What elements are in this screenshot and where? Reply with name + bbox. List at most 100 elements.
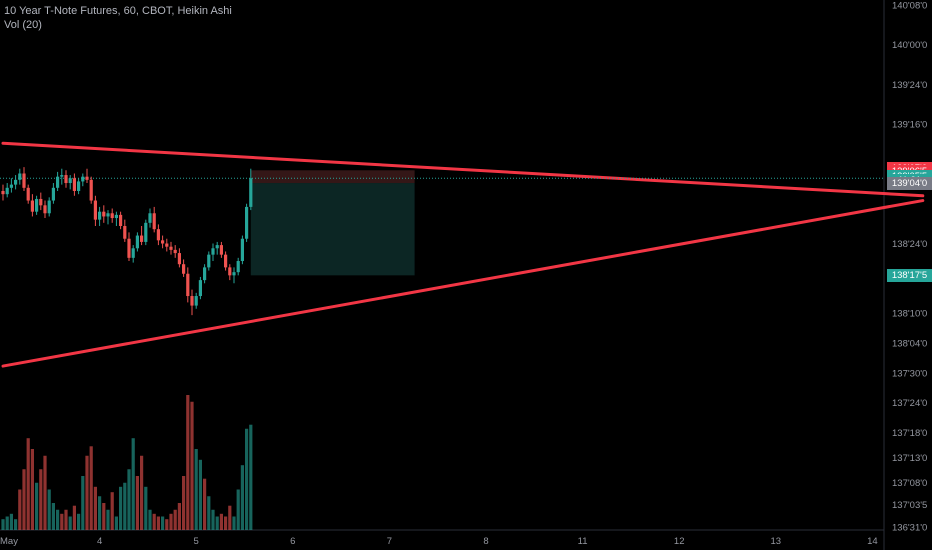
candle bbox=[245, 203, 249, 242]
volume-bar bbox=[22, 469, 26, 530]
candle bbox=[203, 264, 207, 284]
candle bbox=[1, 184, 5, 201]
volume-bar bbox=[203, 478, 207, 530]
volume-bar bbox=[190, 401, 194, 530]
volume-bar bbox=[228, 505, 232, 530]
price-tick-label: 139'16'0 bbox=[892, 120, 927, 131]
candle-body bbox=[156, 229, 160, 241]
volume-bar bbox=[9, 513, 13, 530]
time-tick-label: 12 bbox=[674, 536, 685, 547]
price-tick-label: 137'13'0 bbox=[892, 453, 927, 464]
profit-target-zone bbox=[250, 183, 415, 276]
price-axis[interactable]: 140'08'0 140'00'0 139'24'0 139'16'0 138'24'0… bbox=[892, 0, 927, 533]
candle bbox=[228, 264, 232, 281]
candles bbox=[1, 167, 253, 316]
candle bbox=[127, 232, 131, 262]
candle-body bbox=[207, 254, 211, 268]
position-tool[interactable] bbox=[250, 170, 415, 276]
candle bbox=[140, 226, 144, 246]
price-tag: 139'04'0 bbox=[887, 177, 932, 191]
time-tick-label: 5 bbox=[194, 536, 199, 547]
candle-body bbox=[85, 176, 89, 180]
time-tick-label: 13 bbox=[771, 536, 782, 547]
volume-bar bbox=[110, 492, 114, 530]
candle bbox=[93, 195, 97, 227]
price-tick-label: 137'24'0 bbox=[892, 398, 927, 409]
candle-body bbox=[169, 246, 173, 250]
candle-body bbox=[68, 178, 72, 184]
candle bbox=[135, 232, 139, 252]
candle bbox=[236, 257, 240, 276]
volume-bar bbox=[156, 516, 160, 530]
candle bbox=[232, 267, 236, 284]
candle bbox=[89, 176, 93, 204]
candle-body bbox=[9, 184, 13, 188]
candle-body bbox=[43, 205, 47, 214]
candle-body bbox=[182, 264, 186, 274]
candle bbox=[182, 259, 186, 277]
candle-body bbox=[22, 173, 26, 188]
candle-body bbox=[64, 175, 68, 184]
candle bbox=[131, 245, 135, 263]
candle-body bbox=[236, 261, 240, 273]
volume-bar bbox=[68, 516, 72, 530]
candle-body bbox=[194, 296, 198, 306]
candle bbox=[14, 175, 18, 190]
volume-bar bbox=[232, 516, 236, 530]
candle bbox=[51, 183, 55, 204]
candle bbox=[123, 219, 127, 242]
volume-bar bbox=[43, 455, 47, 530]
candle-body bbox=[114, 214, 118, 219]
volume-bar bbox=[207, 496, 211, 530]
candle-body bbox=[161, 240, 165, 244]
candle bbox=[43, 200, 47, 219]
candle-body bbox=[81, 176, 85, 182]
time-tick-label: May bbox=[0, 536, 18, 547]
time-tick-label: 11 bbox=[578, 536, 588, 547]
candle bbox=[18, 168, 22, 185]
candle bbox=[173, 245, 177, 258]
trendline-group[interactable] bbox=[1, 141, 925, 368]
candle bbox=[22, 167, 26, 191]
volume-bar bbox=[194, 449, 198, 530]
candle-body bbox=[224, 254, 228, 268]
volume-bar bbox=[14, 519, 18, 530]
volume-bar bbox=[219, 513, 223, 530]
candle-body bbox=[135, 235, 139, 249]
candle-body bbox=[18, 173, 22, 180]
candle-body bbox=[173, 249, 177, 254]
volume-bar bbox=[93, 486, 97, 530]
candle bbox=[224, 251, 228, 271]
volume-bar bbox=[144, 486, 148, 530]
volume-bar bbox=[177, 503, 181, 530]
candle bbox=[114, 211, 118, 227]
candle bbox=[60, 168, 64, 185]
candle bbox=[161, 235, 165, 249]
candle bbox=[47, 197, 51, 217]
volume-bar bbox=[127, 469, 131, 530]
candle-body bbox=[148, 213, 152, 223]
candle-body bbox=[72, 178, 76, 191]
symbol-title[interactable]: 10 Year T-Note Futures, 60, CBOT, Heikin… bbox=[4, 5, 232, 17]
volume-bar bbox=[30, 449, 34, 530]
volume-bar bbox=[148, 509, 152, 530]
volume-indicator-label[interactable]: Vol (20) bbox=[4, 19, 42, 31]
volume-bar bbox=[18, 489, 22, 530]
candle-body bbox=[127, 238, 131, 258]
volume-bar bbox=[161, 516, 165, 530]
volume-bar bbox=[1, 519, 5, 530]
candle-body bbox=[51, 187, 55, 201]
volume-bar bbox=[35, 482, 39, 530]
candle bbox=[102, 205, 106, 223]
candle bbox=[165, 238, 169, 252]
candle bbox=[169, 241, 173, 255]
volume-bar bbox=[56, 509, 60, 530]
candle bbox=[56, 171, 60, 191]
volume-bar bbox=[224, 516, 228, 530]
volume-bars bbox=[1, 395, 253, 530]
candle-body bbox=[110, 213, 114, 219]
volume-bar bbox=[114, 516, 118, 530]
candle bbox=[106, 210, 110, 225]
time-axis[interactable]: May 4 5 6 7 8 11 12 13 14 bbox=[0, 536, 878, 547]
